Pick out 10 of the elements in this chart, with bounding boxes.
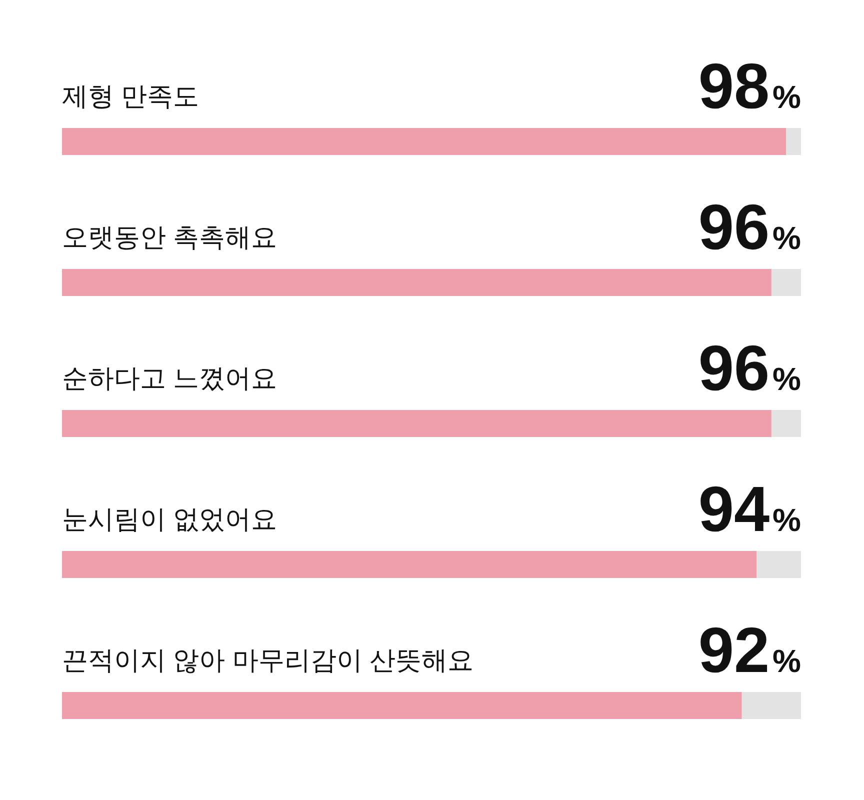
category-label: 순하다고 느꼈어요 <box>62 363 278 393</box>
value-label: 94% <box>698 473 801 545</box>
value-label: 98% <box>698 50 801 122</box>
category-label: 눈시림이 없었어요 <box>62 504 278 534</box>
category-label: 오랫동안 촉촉해요 <box>62 222 278 252</box>
value-label: 96% <box>698 332 801 404</box>
value-label: 96% <box>698 191 801 263</box>
category-label: 제형 만족도 <box>62 81 200 111</box>
value-label: 92% <box>698 614 801 686</box>
category-label: 끈적이지 않아 마무리감이 산뜻해요 <box>62 645 474 675</box>
